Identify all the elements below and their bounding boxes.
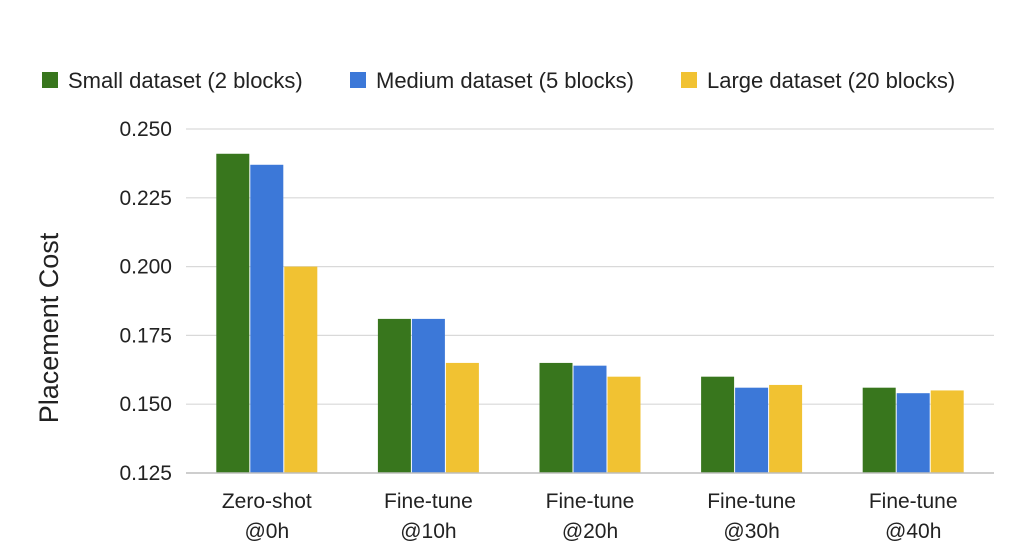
x-tick-label: Fine-tune xyxy=(546,490,635,513)
bar-series-3-cat-1 xyxy=(284,266,318,473)
bar-series-2-cat-5 xyxy=(896,393,930,473)
y-axis-title: Placement Cost xyxy=(34,232,64,423)
x-tick-label: @0h xyxy=(244,520,289,543)
bars xyxy=(216,153,964,473)
legend-label: Medium dataset (5 blocks) xyxy=(376,68,634,93)
bar-series-3-cat-2 xyxy=(445,362,479,473)
bar-series-1-cat-1 xyxy=(216,153,250,473)
y-tick-label: 0.225 xyxy=(119,187,172,210)
x-tick-label: @10h xyxy=(400,520,456,543)
x-tick-label: @20h xyxy=(562,520,618,543)
bar-series-3-cat-4 xyxy=(769,384,803,473)
y-tick-label: 0.125 xyxy=(119,462,172,485)
bar-series-3-cat-5 xyxy=(930,390,964,473)
bar-series-2-cat-3 xyxy=(573,365,607,473)
bar-series-1-cat-3 xyxy=(539,362,573,473)
x-tick-label: @40h xyxy=(885,520,941,543)
y-tick-label: 0.150 xyxy=(119,393,172,416)
bar-series-2-cat-4 xyxy=(735,387,769,473)
bar-series-1-cat-4 xyxy=(701,376,735,473)
legend-swatch xyxy=(42,72,58,88)
y-axis-ticks: 0.125 0.150 0.175 0.200 0.225 0.250 xyxy=(119,118,172,485)
bar-series-2-cat-2 xyxy=(411,318,445,473)
x-axis-ticks: Zero-shot @0h Fine-tune @10h Fine-tune @20h Fi… xyxy=(222,490,958,543)
y-tick-label: 0.175 xyxy=(119,324,172,347)
x-tick-label: Fine-tune xyxy=(384,490,473,513)
bar-series-3-cat-3 xyxy=(607,376,641,473)
x-tick-label: @30h xyxy=(723,520,779,543)
x-tick-label: Fine-tune xyxy=(869,490,958,513)
x-tick-label: Zero-shot xyxy=(222,490,312,513)
legend-label: Small dataset (2 blocks) xyxy=(68,68,303,93)
gridlines xyxy=(186,128,994,405)
y-tick-label: 0.200 xyxy=(119,256,172,279)
legend-swatch xyxy=(350,72,366,88)
bar-series-2-cat-1 xyxy=(250,164,284,473)
legend: Small dataset (2 blocks) Medium dataset (… xyxy=(42,68,955,93)
legend-label: Large dataset (20 blocks) xyxy=(707,68,955,93)
x-tick-label: Fine-tune xyxy=(707,490,796,513)
legend-swatch xyxy=(681,72,697,88)
y-tick-label: 0.250 xyxy=(119,118,172,141)
bar-series-1-cat-2 xyxy=(377,318,411,473)
bar-series-1-cat-5 xyxy=(862,387,896,473)
